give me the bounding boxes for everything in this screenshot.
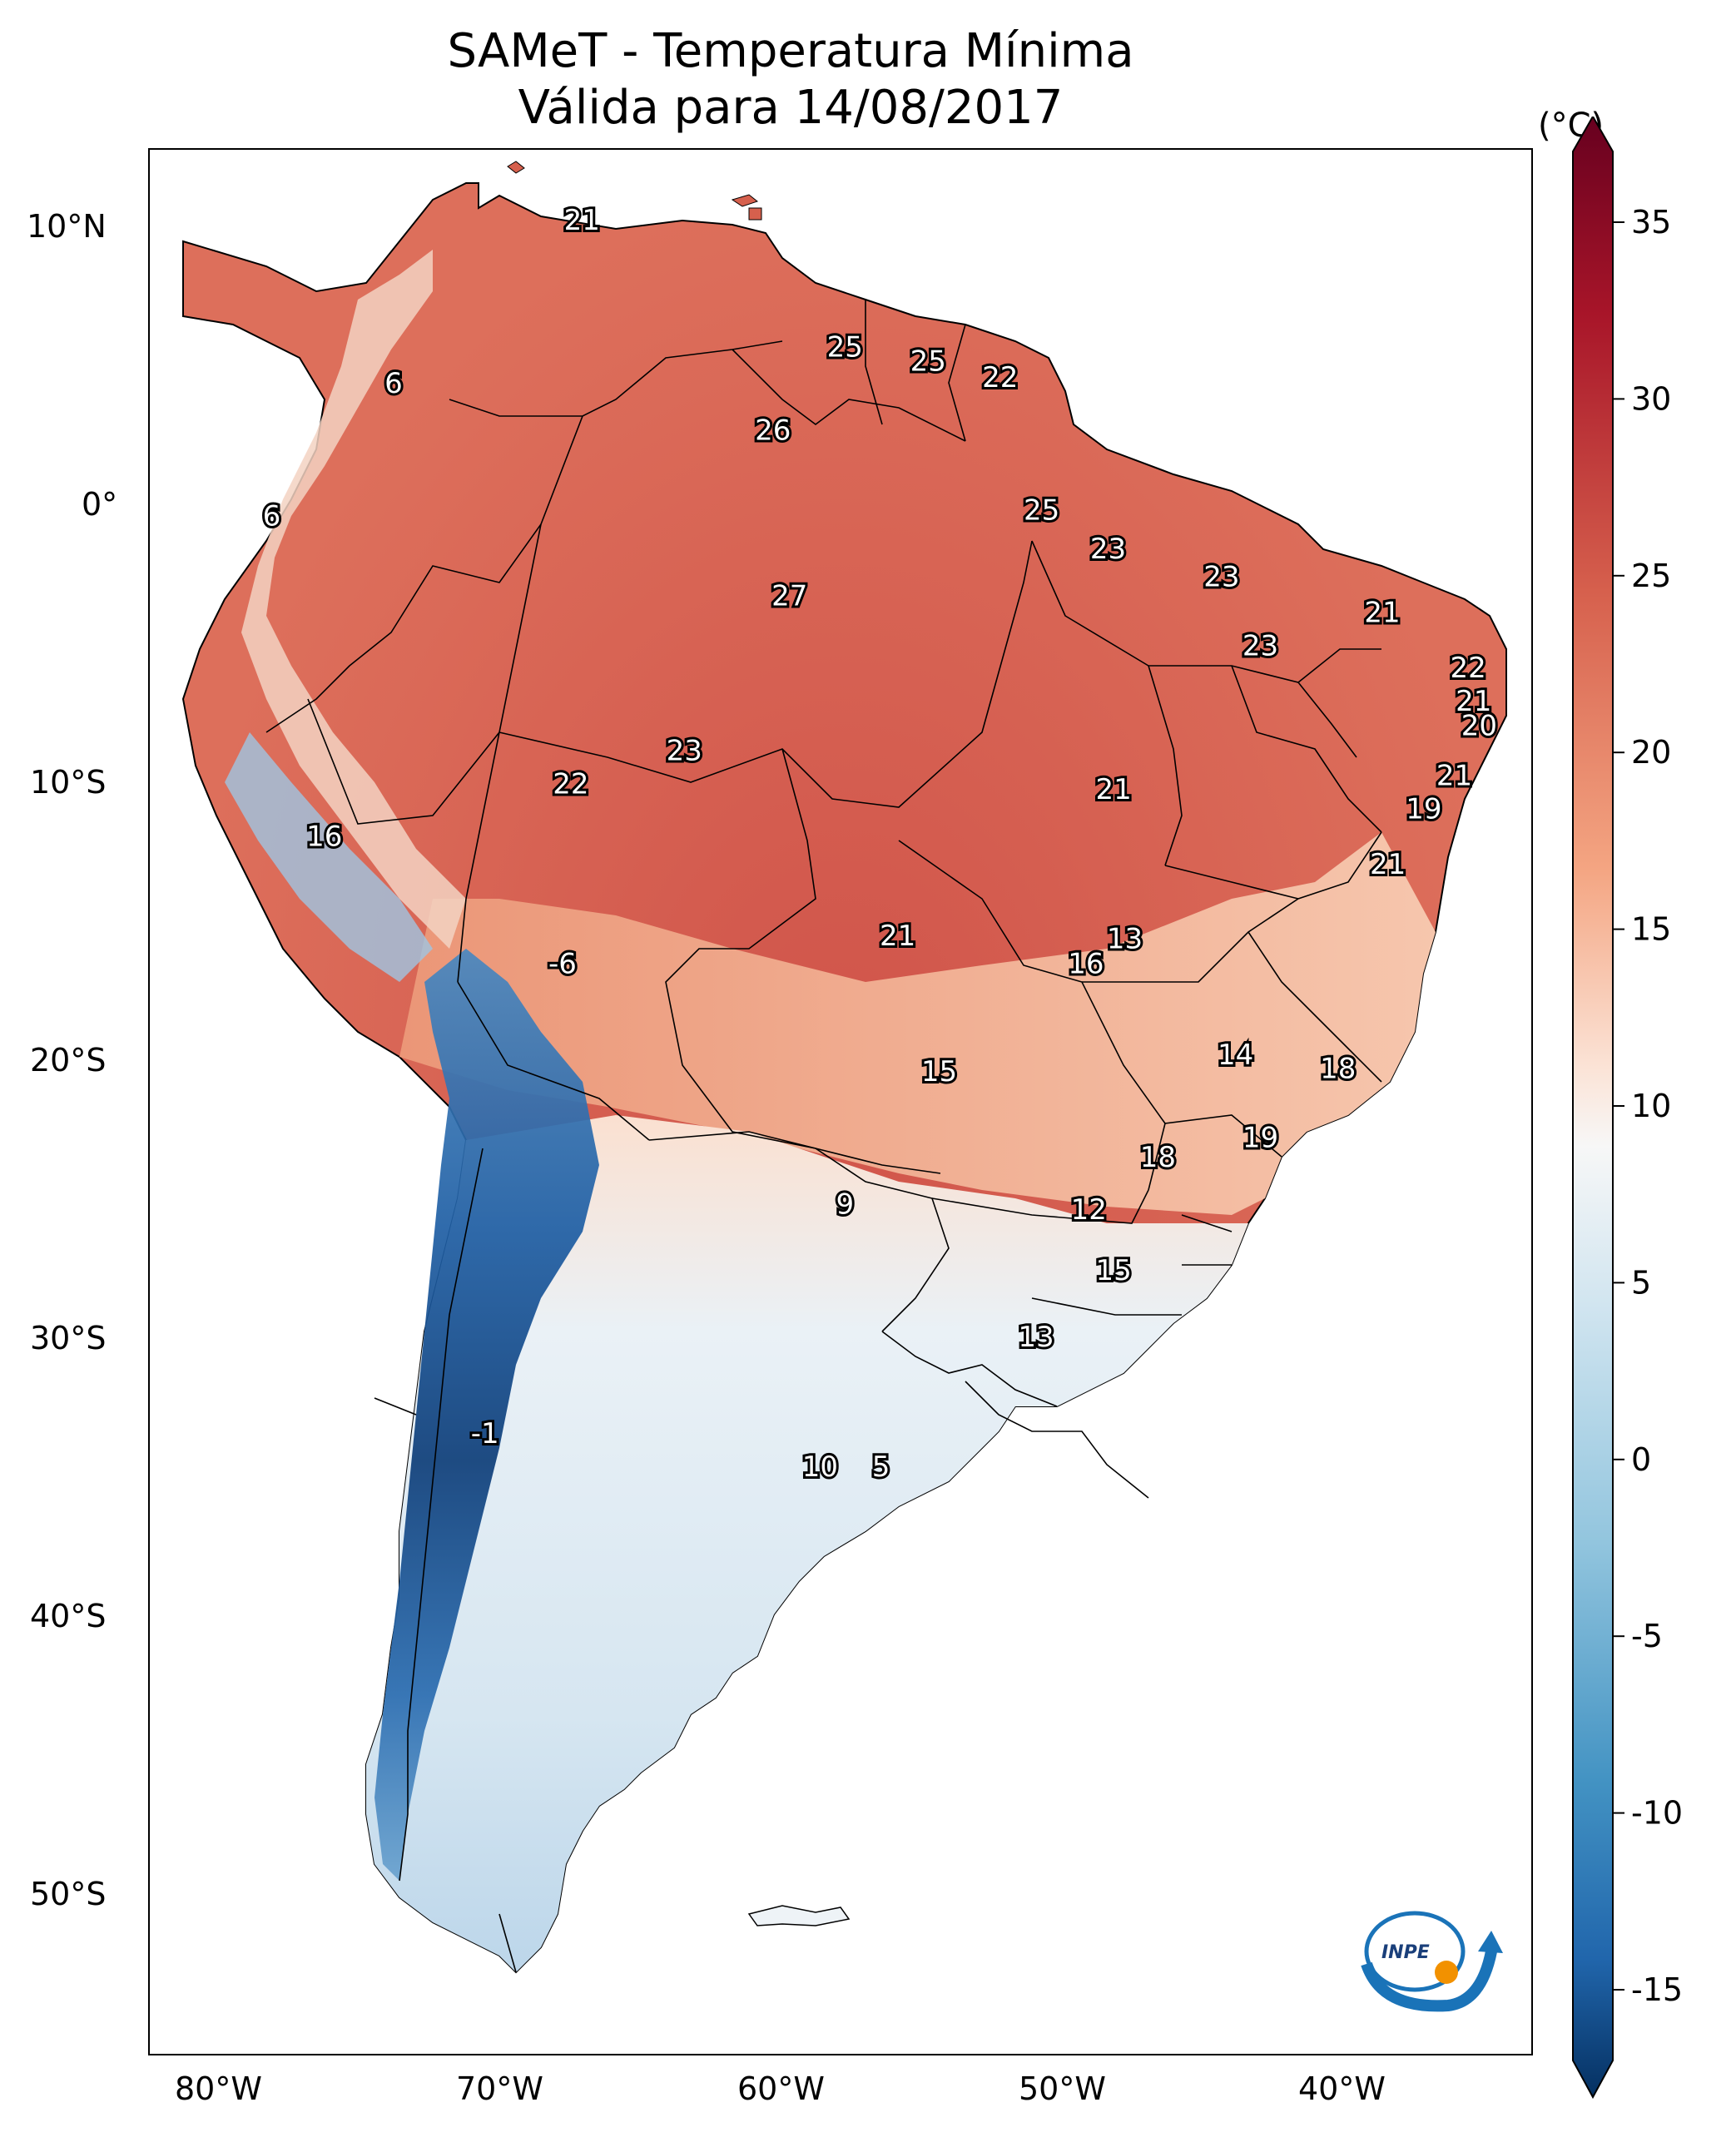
temperature-label: 22	[982, 361, 1018, 394]
temperature-label: 6	[263, 499, 281, 533]
title-line-1: SAMeT - Temperatura Mínima	[447, 24, 1134, 78]
temperature-label: -6	[548, 947, 577, 980]
temperature-label: -1	[471, 1417, 499, 1450]
temperature-label: 21	[1095, 773, 1131, 806]
colorbar-tick-label: 20	[1631, 734, 1671, 771]
temperature-label: 25	[1024, 494, 1059, 528]
andes-colombia-cool-band	[241, 250, 466, 949]
temperature-label: 21	[564, 204, 600, 237]
temperature-label: 23	[667, 735, 702, 768]
map-panel[interactable]: 21 25 25 22 6 26 6 25 23 23 27 21 23 22 21 20 23 21 22 21 19…	[148, 148, 1533, 2055]
central-transition-region	[399, 832, 1436, 1215]
temperature-label: 23	[1242, 629, 1278, 662]
colorbar: 35 30 25 20 15 10 5 0 -5 -10 -15	[1572, 117, 1683, 2100]
svg-text:INPE: INPE	[1381, 1942, 1430, 1963]
temperature-label: 9	[836, 1188, 854, 1221]
colorbar-tick-label: 5	[1631, 1264, 1651, 1301]
temperature-label: 18	[1320, 1053, 1356, 1086]
lat-tick-label: 50°S	[30, 1876, 107, 1912]
inpe-logo: INPE	[1361, 1911, 1503, 2012]
colorbar-tick-label: 15	[1631, 911, 1671, 948]
temperature-label: 15	[1095, 1254, 1131, 1287]
colorbar-tick-label: -10	[1631, 1795, 1683, 1832]
temperature-label: 15	[921, 1055, 957, 1088]
temperature-label: 21	[880, 920, 915, 953]
lon-tick-label: 60°W	[737, 2070, 825, 2107]
temperature-label: 23	[1203, 560, 1239, 593]
colorbar-tick-label: 25	[1631, 558, 1671, 594]
falkland-islands	[747, 1905, 851, 1926]
lat-tick-label: 20°S	[30, 1042, 107, 1078]
lat-tick-label: 40°S	[30, 1598, 107, 1634]
caribbean-islands	[507, 161, 762, 221]
temperature-label: 6	[384, 367, 403, 400]
colorbar-ticks: 35 30 25 20 15 10 5 0 -5 -10 -15	[1613, 204, 1683, 2008]
temperature-label: 25	[827, 331, 863, 364]
temperature-label: 21	[1436, 760, 1472, 793]
temperature-label: 18	[1140, 1141, 1176, 1174]
colorbar-tick-label: 35	[1631, 204, 1671, 240]
colorbar-tick-label: -5	[1631, 1618, 1663, 1654]
title-line-2: Válida para 14/08/2017	[518, 81, 1064, 135]
chart-title: SAMeT - Temperatura Mínima Válida para 1…	[250, 23, 1332, 136]
temperature-label: 19	[1406, 792, 1441, 826]
temperature-label: 16	[1068, 947, 1104, 980]
colorbar-tick-label: 10	[1631, 1088, 1671, 1124]
lat-tick-label: 30°S	[30, 1320, 107, 1356]
temperature-label: 22	[553, 768, 588, 801]
temperature-label: 20	[1461, 710, 1497, 743]
temperature-label: 13	[1018, 1321, 1054, 1354]
colorbar-tick-label: -15	[1631, 1971, 1683, 2008]
temperature-label: 27	[771, 580, 807, 613]
lon-tick-label: 70°W	[456, 2070, 543, 2107]
lon-tick-label: 50°W	[1019, 2070, 1106, 2107]
temperature-label: 10	[802, 1450, 838, 1484]
lat-tick-label: 10°N	[27, 208, 107, 245]
colorbar-tick-label: 30	[1631, 380, 1671, 417]
temperature-label: 21	[1364, 597, 1400, 630]
lat-tick-label: 0°	[82, 486, 118, 523]
temperature-label: 25	[910, 345, 946, 378]
lon-tick-label: 40°W	[1298, 2070, 1386, 2107]
temperature-label: 14	[1218, 1039, 1253, 1072]
colorbar-tick-label: 0	[1631, 1441, 1651, 1478]
andes-cold-band	[374, 949, 599, 1881]
temperature-label: 5	[872, 1450, 890, 1484]
temperature-label: 16	[306, 821, 342, 854]
temperature-label: 22	[1450, 652, 1486, 685]
temperature-label: 21	[1456, 685, 1491, 718]
temperature-label: 12	[1071, 1193, 1107, 1227]
lat-tick-label: 10°S	[30, 764, 107, 801]
colorbar-gradient	[1572, 117, 1614, 2100]
southern-cool-region	[366, 1115, 1248, 1972]
temperature-label: 26	[755, 414, 791, 447]
temperature-label: 21	[1370, 848, 1406, 881]
temperature-label: 19	[1242, 1122, 1278, 1155]
country-borders	[265, 300, 1382, 1973]
lon-tick-label: 80°W	[175, 2070, 262, 2107]
temperature-label: 23	[1090, 533, 1126, 566]
andes-peru-cool-band	[225, 732, 433, 982]
temperature-label: 13	[1107, 923, 1143, 956]
